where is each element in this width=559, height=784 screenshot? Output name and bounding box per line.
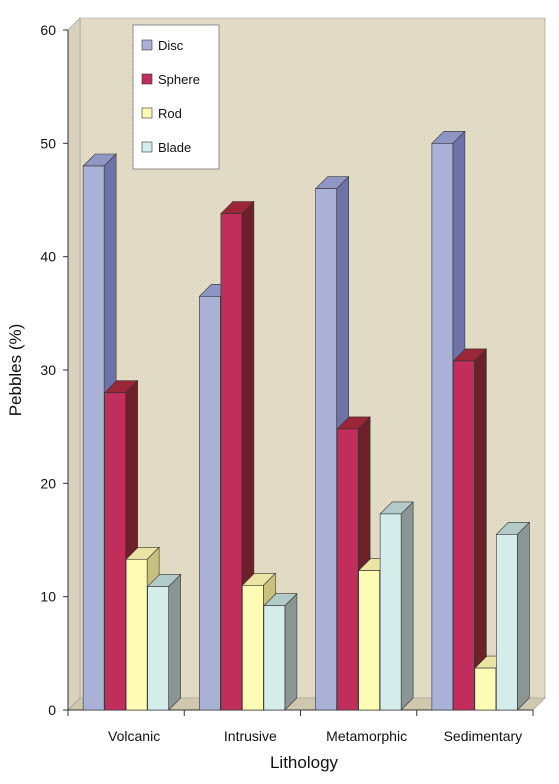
bar-front — [336, 428, 359, 711]
x-axis-ticks: Volcanic Intrusive Metamorphic Sedimentary — [67, 710, 534, 744]
bar-blade-intrusive — [263, 593, 298, 711]
legend-label-rod: Rod — [158, 106, 182, 121]
x-tick-label: Intrusive — [224, 728, 277, 744]
bar-front — [220, 213, 243, 711]
legend-label-sphere: Sphere — [158, 72, 200, 87]
x-tick-label: Volcanic — [108, 728, 160, 744]
bar-front — [358, 570, 380, 711]
bar-front — [431, 143, 454, 711]
bar-front — [453, 360, 475, 711]
y-tick-label: 30 — [40, 362, 56, 378]
y-tick-label: 0 — [48, 702, 56, 718]
bar-blade-sedimentary — [495, 521, 531, 711]
legend-swatch-rod — [141, 107, 153, 119]
y-tick-label: 10 — [40, 589, 56, 605]
y-tick-label: 60 — [40, 22, 56, 38]
y-tick-label: 50 — [40, 135, 56, 151]
bar-front — [199, 296, 221, 711]
legend: Disc Sphere Rod Blade — [132, 24, 220, 170]
plot-left-wall — [67, 17, 81, 711]
bar-front — [315, 188, 337, 711]
bar-sphere-sedimentary — [452, 348, 488, 711]
bar-marks — [82, 130, 531, 711]
bar-side — [284, 593, 298, 711]
legend-swatch-blade — [141, 141, 153, 153]
legend-swatch-sphere — [141, 73, 153, 85]
legend-label-disc: Disc — [158, 38, 184, 53]
bar-front — [82, 165, 105, 711]
bar-front — [147, 586, 169, 711]
bar-side — [400, 501, 414, 711]
bar-side — [517, 521, 530, 711]
bar-blade-volcanic — [146, 573, 182, 711]
bar-front — [379, 513, 402, 711]
y-axis-ticks: 0 10 20 30 40 50 60 — [40, 22, 68, 718]
y-axis-title: Pebbles (%) — [6, 324, 25, 417]
bar-front — [263, 605, 286, 711]
bar-side — [474, 348, 487, 711]
bar-blade-metamorphic — [379, 501, 414, 711]
y-tick-label: 40 — [40, 249, 56, 265]
bar-front — [125, 558, 148, 711]
x-tick-label: Sedimentary — [444, 728, 523, 744]
legend-swatch-disc — [141, 39, 153, 51]
bar-side — [168, 573, 181, 711]
legend-label-blade: Blade — [158, 140, 191, 155]
bar-front — [104, 392, 126, 711]
bar-front — [474, 667, 497, 711]
x-axis-title: Lithology — [270, 753, 339, 772]
bar-front — [242, 585, 264, 711]
x-tick-label: Metamorphic — [326, 728, 407, 744]
y-tick-label: 20 — [40, 475, 56, 491]
bar-front — [496, 534, 518, 711]
